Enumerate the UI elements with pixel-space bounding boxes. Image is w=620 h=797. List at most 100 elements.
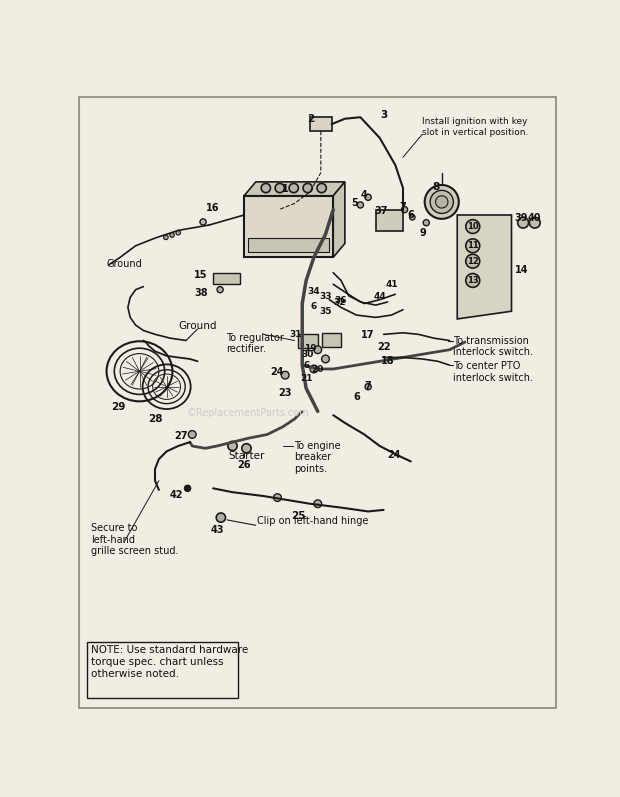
Text: 25: 25 [291, 512, 306, 521]
Text: 6: 6 [311, 302, 317, 311]
Text: 20: 20 [312, 365, 324, 374]
Text: 14: 14 [515, 265, 529, 275]
Text: 28: 28 [148, 414, 162, 424]
Text: 19: 19 [304, 344, 316, 352]
Text: 6: 6 [353, 392, 360, 402]
Circle shape [261, 183, 270, 193]
Bar [376, 210, 403, 231]
Text: Secure to
left-hand
grille screen stud.: Secure to left-hand grille screen stud. [92, 523, 179, 556]
Bar [244, 196, 334, 257]
Text: 4: 4 [361, 190, 368, 200]
Bar [298, 334, 317, 348]
Circle shape [170, 233, 174, 238]
Circle shape [314, 346, 322, 354]
Text: To engine
breaker
points.: To engine breaker points. [294, 441, 341, 473]
Text: 39: 39 [514, 214, 528, 223]
Bar [322, 333, 341, 347]
Circle shape [466, 220, 480, 234]
Text: 38: 38 [194, 289, 208, 298]
Text: Starter: Starter [229, 451, 265, 461]
Circle shape [322, 355, 329, 363]
Circle shape [176, 230, 180, 235]
Text: NOTE: Use standard hardware
torque spec. chart unless
otherwise noted.: NOTE: Use standard hardware torque spec.… [91, 646, 248, 678]
Text: 17: 17 [361, 331, 375, 340]
Circle shape [188, 430, 196, 438]
Circle shape [228, 442, 237, 450]
Text: 43: 43 [210, 525, 224, 536]
Circle shape [281, 371, 289, 379]
Text: ©ReplacementParts.com: ©ReplacementParts.com [187, 408, 309, 418]
Text: 5: 5 [352, 198, 358, 208]
Text: 13: 13 [467, 276, 479, 285]
Text: 34: 34 [308, 287, 320, 296]
Text: 16: 16 [206, 203, 220, 214]
Text: Clip on left-hand hinge: Clip on left-hand hinge [257, 516, 369, 526]
Circle shape [273, 493, 281, 501]
Circle shape [430, 190, 453, 214]
Circle shape [466, 254, 480, 268]
Text: To regulator
rectifier.: To regulator rectifier. [226, 333, 284, 355]
Circle shape [466, 273, 480, 288]
Text: 42: 42 [170, 490, 184, 500]
Text: 40: 40 [528, 214, 541, 223]
Text: Install ignition with key
slot in vertical position.: Install ignition with key slot in vertic… [422, 117, 529, 136]
Text: 11: 11 [467, 241, 479, 250]
Circle shape [410, 214, 415, 220]
Text: 1: 1 [282, 184, 288, 194]
Circle shape [185, 485, 191, 492]
Text: 26: 26 [237, 460, 251, 470]
Polygon shape [334, 182, 345, 257]
Text: To center PTO
interlock switch.: To center PTO interlock switch. [453, 361, 533, 383]
Circle shape [216, 513, 226, 522]
Circle shape [529, 218, 540, 228]
Text: 23: 23 [278, 388, 292, 398]
Text: 18: 18 [381, 356, 394, 366]
Text: 2: 2 [307, 114, 314, 124]
Polygon shape [244, 182, 345, 196]
Bar [87, 642, 238, 698]
Circle shape [310, 365, 317, 373]
Text: To transmission
interlock switch.: To transmission interlock switch. [453, 336, 533, 358]
Text: 31: 31 [290, 331, 303, 340]
Bar [213, 273, 241, 284]
Circle shape [317, 183, 326, 193]
Text: 37: 37 [374, 206, 388, 216]
Circle shape [275, 183, 285, 193]
Circle shape [357, 202, 363, 208]
Text: 24: 24 [271, 367, 284, 378]
Text: Ground: Ground [107, 258, 143, 269]
Text: 8: 8 [432, 182, 439, 192]
Text: 12: 12 [467, 257, 479, 265]
Text: 24: 24 [387, 450, 401, 460]
Circle shape [303, 183, 312, 193]
Circle shape [365, 194, 371, 200]
Text: 3: 3 [381, 109, 388, 120]
Text: 21: 21 [300, 375, 312, 383]
Text: 6: 6 [407, 210, 414, 220]
Circle shape [435, 196, 448, 208]
Text: 44: 44 [373, 292, 386, 301]
Text: 6: 6 [303, 361, 309, 371]
Text: 30: 30 [301, 350, 314, 359]
Text: 7: 7 [400, 202, 406, 212]
Text: 35: 35 [319, 308, 332, 316]
Text: 7: 7 [365, 380, 371, 391]
Circle shape [200, 219, 206, 225]
Circle shape [289, 183, 298, 193]
Text: 36: 36 [335, 296, 347, 304]
Circle shape [314, 500, 322, 508]
Circle shape [242, 444, 251, 453]
Text: 33: 33 [319, 292, 332, 301]
Text: 27: 27 [174, 430, 187, 441]
Text: 22: 22 [377, 342, 391, 352]
Text: 32: 32 [333, 298, 346, 307]
Bar [310, 117, 332, 131]
Circle shape [466, 239, 480, 253]
Circle shape [365, 383, 371, 390]
Text: 10: 10 [467, 222, 479, 231]
Bar [248, 238, 329, 252]
Text: Ground: Ground [179, 321, 217, 332]
Text: 29: 29 [112, 402, 126, 412]
Circle shape [402, 206, 408, 213]
Circle shape [423, 220, 429, 226]
